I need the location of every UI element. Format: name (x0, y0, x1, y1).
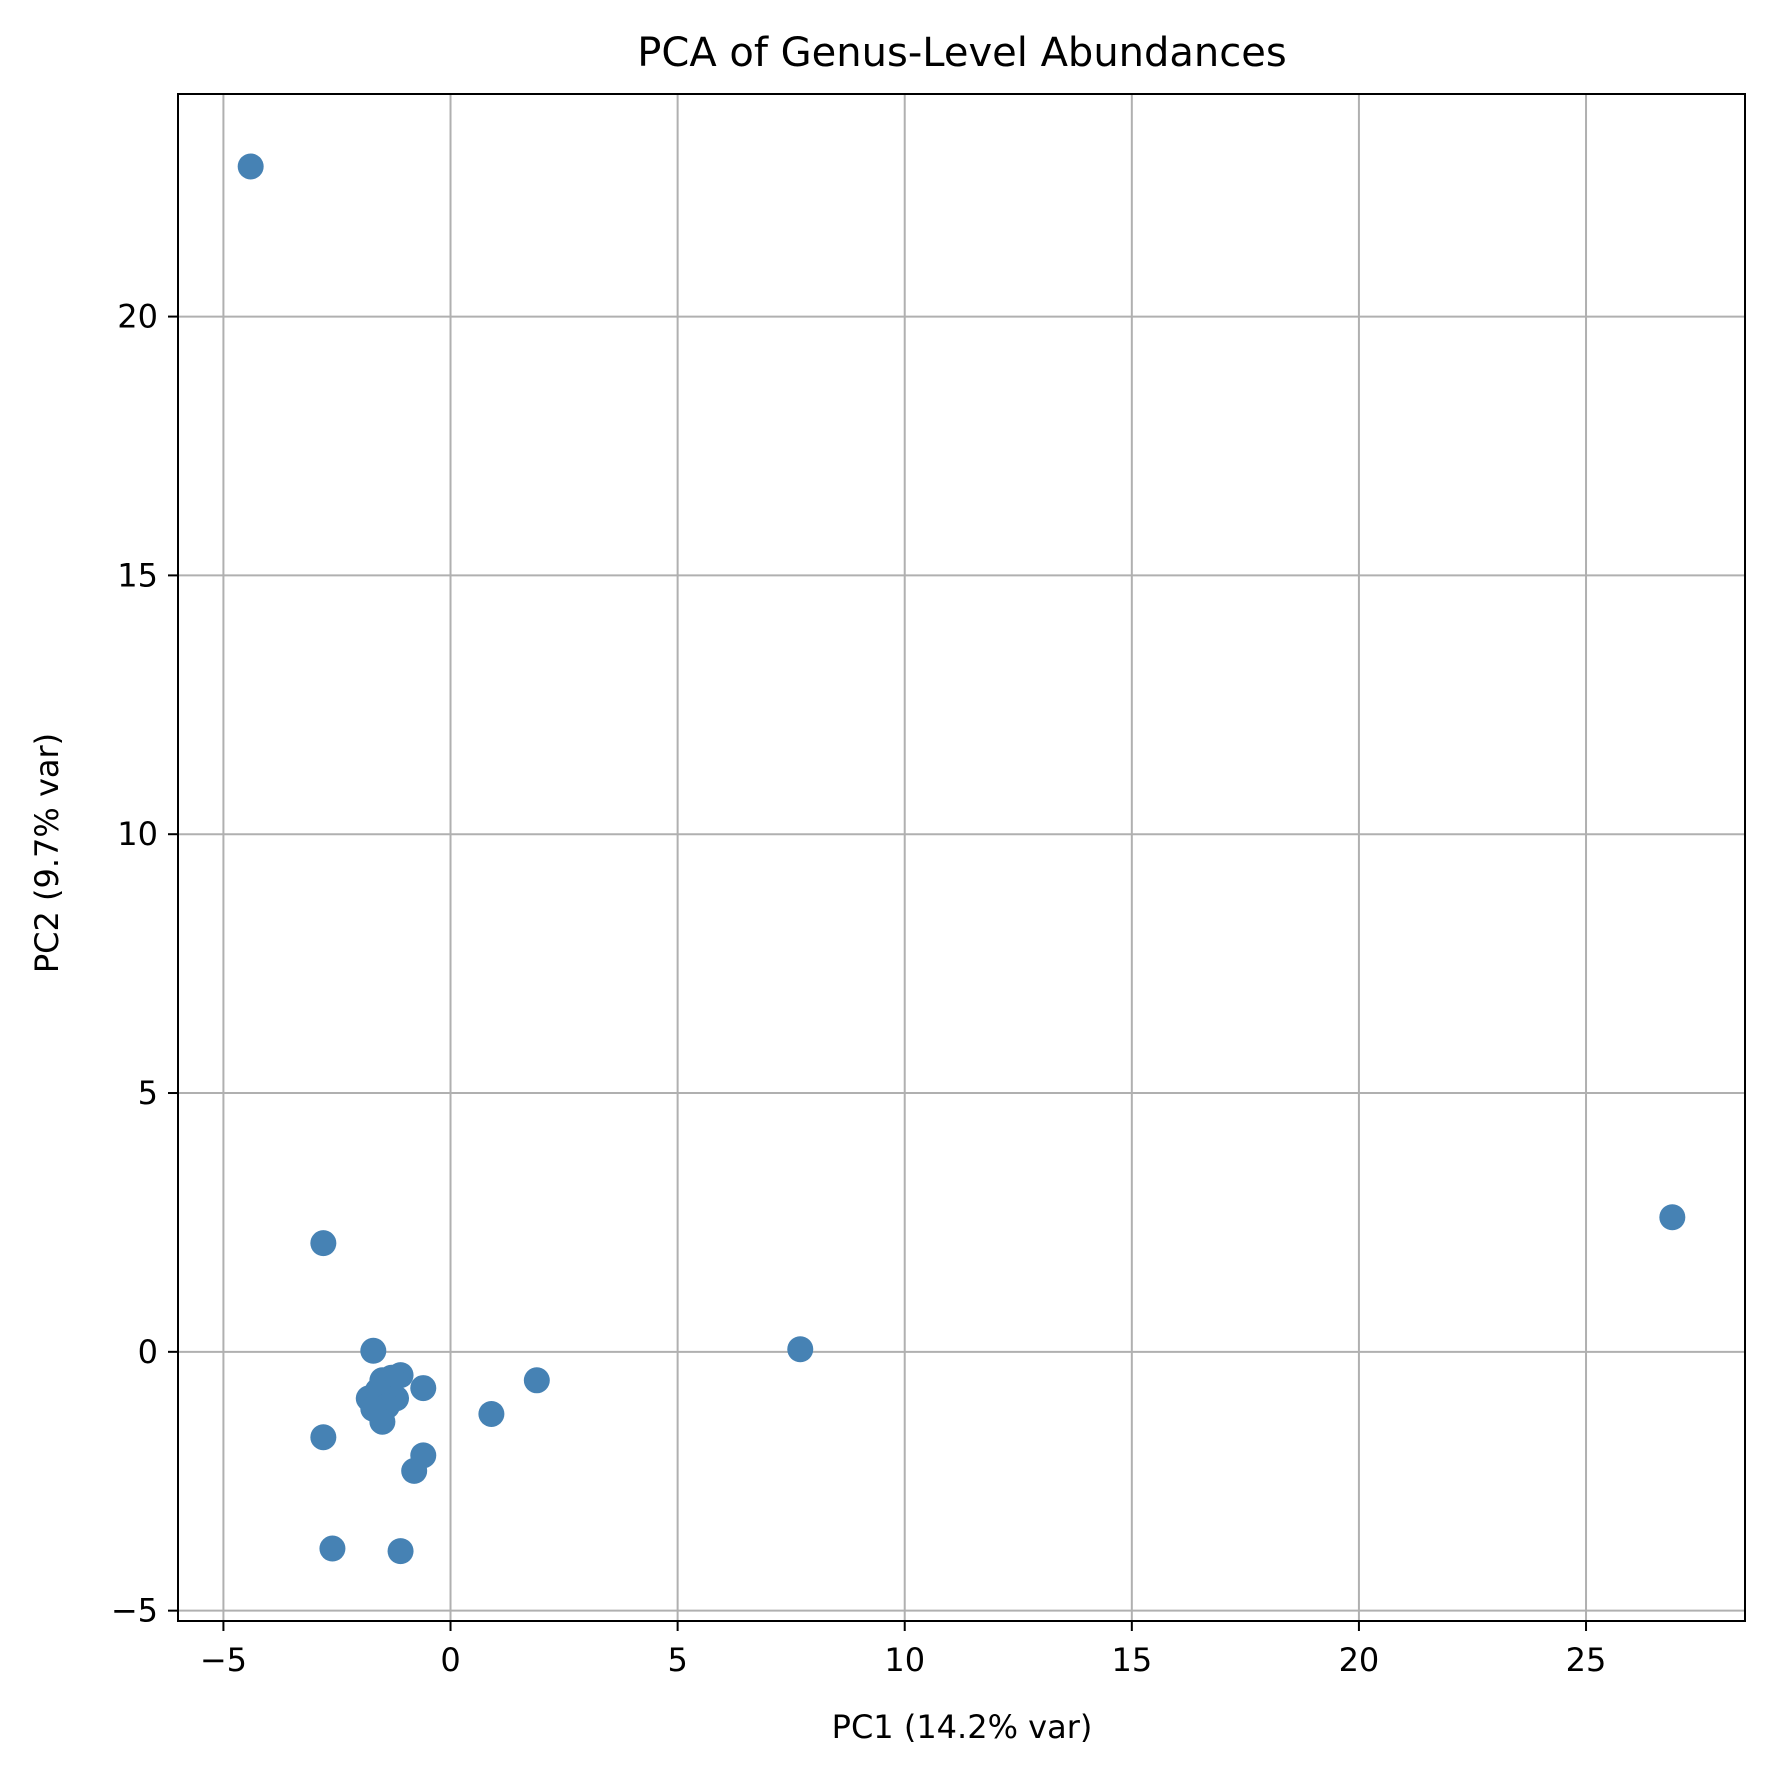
data-point (401, 1457, 428, 1484)
grid-lines (178, 94, 1745, 1621)
data-points (237, 153, 1686, 1565)
x-tick-label: 20 (1339, 1641, 1380, 1679)
data-point (410, 1375, 437, 1402)
x-tick-label: 25 (1566, 1641, 1607, 1679)
x-tick-labels: −5 0 5 10 15 20 25 (200, 1641, 1607, 1679)
data-point (310, 1424, 337, 1451)
x-tick-label: 0 (440, 1641, 460, 1679)
x-tick-label: −5 (200, 1641, 247, 1679)
data-point (319, 1535, 346, 1562)
axis-ticks (168, 315, 1588, 1631)
y-tick-labels: −5 0 5 10 15 20 (111, 298, 158, 1630)
data-point (310, 1230, 337, 1257)
data-point (787, 1336, 814, 1363)
x-tick-label: 5 (667, 1641, 687, 1679)
plot-frame (177, 93, 1746, 1622)
y-tick-label: 15 (117, 556, 158, 594)
x-axis-label: PC1 (14.2% var) (832, 1708, 1093, 1746)
data-point (237, 153, 264, 180)
data-point (387, 1538, 414, 1565)
y-tick-label: −5 (111, 1592, 158, 1630)
data-point (360, 1337, 387, 1364)
data-point (360, 1395, 387, 1422)
y-tick-label: 20 (117, 298, 158, 336)
data-point (478, 1400, 505, 1427)
y-tick-label: 0 (138, 1333, 158, 1371)
data-point (523, 1367, 550, 1394)
y-tick-label: 10 (117, 815, 158, 853)
y-axis-label: PC2 (9.7% var) (28, 733, 66, 973)
x-tick-label: 15 (1111, 1641, 1152, 1679)
y-tick-label: 5 (138, 1074, 158, 1112)
data-point (1659, 1204, 1686, 1231)
x-tick-label: 10 (884, 1641, 925, 1679)
chart-title: PCA of Genus-Level Abundances (637, 30, 1286, 76)
